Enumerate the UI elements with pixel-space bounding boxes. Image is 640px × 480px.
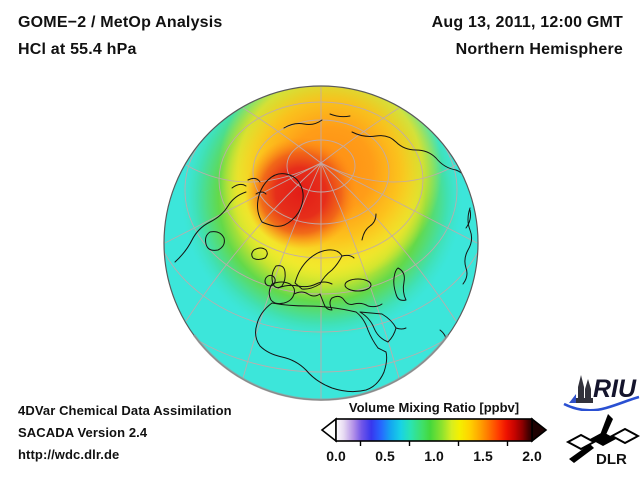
dlr-logo-text: DLR bbox=[596, 451, 627, 468]
credit-url: http://wdc.dlr.de bbox=[18, 447, 120, 462]
cathedral-icon bbox=[576, 375, 593, 403]
dlr-logo: DLR bbox=[565, 414, 640, 468]
colorbar-tick-3: 1.5 bbox=[473, 448, 493, 464]
riu-blue-accent bbox=[569, 394, 576, 403]
title-species-level: HCl at 55.4 hPa bbox=[18, 41, 137, 58]
riu-logo: RIU bbox=[563, 375, 640, 411]
coastlines bbox=[174, 113, 473, 393]
title-region: Northern Hemisphere bbox=[455, 41, 623, 58]
rhine-wave-icon bbox=[563, 395, 640, 411]
colorbar-tick-0: 0.0 bbox=[326, 448, 346, 464]
colorbar-left-arrow bbox=[320, 417, 337, 443]
colorbar-scale bbox=[320, 417, 548, 446]
credit-version: SACADA Version 2.4 bbox=[18, 425, 148, 440]
credit-assimilation: 4DVar Chemical Data Assimilation bbox=[18, 403, 232, 418]
colorbar-title: Volume Mixing Ratio [ppbv] bbox=[348, 400, 520, 415]
colorbar-tick-1: 0.5 bbox=[375, 448, 395, 464]
colorbar-minor-ticks bbox=[359, 441, 509, 446]
colorbar-tick-2: 1.0 bbox=[424, 448, 444, 464]
title-datetime: Aug 13, 2011, 12:00 GMT bbox=[431, 14, 623, 31]
title-analysis: GOME−2 / MetOp Analysis bbox=[18, 14, 223, 31]
colorbar-right-arrow bbox=[531, 417, 548, 443]
riu-logo-text: RIU bbox=[593, 375, 637, 403]
hcl-field-max bbox=[245, 137, 357, 249]
colorbar-gradient bbox=[335, 418, 533, 442]
dlr-emblem-icon bbox=[565, 414, 640, 463]
colorbar-tick-4: 2.0 bbox=[522, 448, 542, 464]
colorbar: Volume Mixing Ratio [ppbv] bbox=[314, 400, 554, 470]
globe-limb-shadow bbox=[193, 334, 449, 401]
graticule bbox=[164, 86, 478, 399]
